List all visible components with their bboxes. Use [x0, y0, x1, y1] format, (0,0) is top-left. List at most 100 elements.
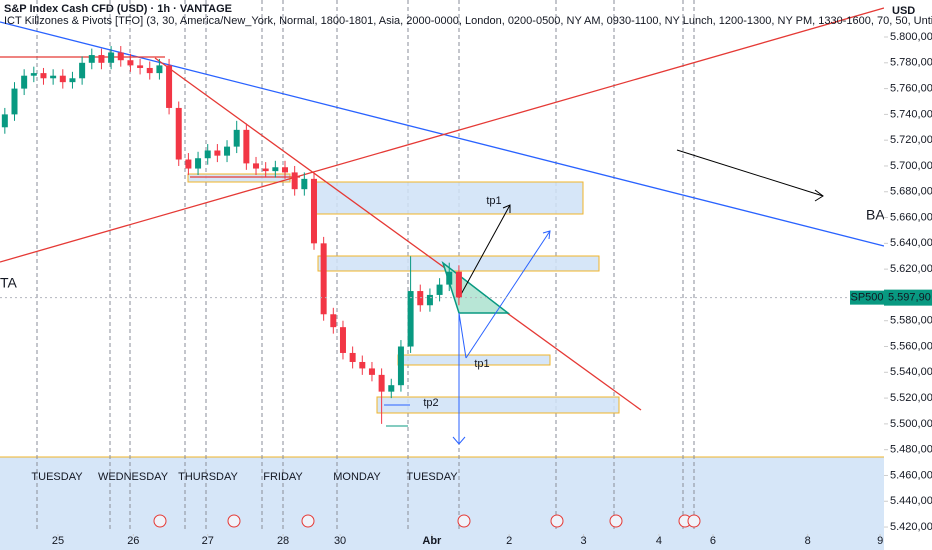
annotation: tp1 [486, 195, 501, 207]
candle-body [88, 55, 95, 63]
candle-body [204, 150, 211, 159]
x-tick-label: 9 [877, 535, 883, 547]
price-axis-bg [884, 0, 932, 550]
y-tick-label: 5.620,00 [890, 263, 932, 275]
candle-body [339, 327, 346, 353]
x-tick-label: 6 [710, 535, 716, 547]
candle-body [446, 271, 453, 285]
zones [187, 173, 620, 414]
x-tick-label: Abr [422, 535, 442, 547]
x-tick-label: 26 [127, 535, 139, 547]
y-tick-label: 5.560,00 [890, 340, 932, 352]
session-lines [36, 0, 695, 530]
candle-body [108, 52, 115, 63]
candle-body [156, 65, 163, 74]
indicator-legend: ICT Killzones & Pivots [TFO] (3, 30, Ame… [4, 15, 932, 27]
last-price-tag [884, 289, 932, 306]
currency: USD [892, 5, 915, 17]
candle-body [79, 62, 86, 79]
y-tick-label: 5.660,00 [890, 211, 932, 223]
candle-body [98, 55, 105, 63]
candle-body [455, 271, 462, 298]
symbol-label: SP500 [850, 292, 883, 304]
candle-body [50, 75, 57, 79]
candle-body [282, 167, 289, 173]
y-tick-label: 5.800,00 [890, 31, 932, 43]
x-tick-label: 4 [656, 535, 662, 547]
y-tick-label: 5.440,00 [890, 495, 932, 507]
candles [1, 46, 462, 424]
candle-body [301, 178, 308, 190]
candle-body [291, 172, 298, 190]
candle-body [11, 88, 18, 115]
annotation: BA [866, 207, 885, 223]
symbol-tag [850, 290, 884, 305]
y-tick-label: 5.640,00 [890, 237, 932, 249]
day-label: THURSDAY [178, 471, 238, 483]
candle-body [59, 75, 66, 83]
event-flags [153, 514, 701, 528]
day-label: MONDAY [333, 471, 381, 483]
candle-body [407, 291, 414, 347]
candle-body [40, 73, 47, 79]
x-tick-label: 8 [805, 535, 811, 547]
chart-title: S&P Index Cash CFD (USD) · 1h · VANTAGE [4, 3, 232, 15]
candle-body [426, 294, 433, 306]
session-band [0, 457, 884, 550]
candle-body [69, 78, 76, 83]
y-tick-label: 5.520,00 [890, 392, 932, 404]
candle-body [30, 73, 37, 76]
last-price-label: 5.597,90 [888, 292, 931, 304]
candle-body [233, 129, 240, 147]
candle-body [330, 314, 337, 328]
candle-body [243, 129, 250, 164]
candle-body [166, 65, 173, 108]
candle-body [1, 114, 8, 128]
y-tick-label: 5.680,00 [890, 186, 932, 198]
day-label: TUESDAY [406, 471, 458, 483]
trendlines [0, 7, 885, 445]
day-label: FRIDAY [263, 471, 303, 483]
x-tick-label: 28 [277, 535, 289, 547]
candle-body [185, 159, 192, 169]
annotation: tp1 [474, 358, 489, 370]
candle-body [253, 163, 260, 169]
y-tick-label: 5.480,00 [890, 444, 932, 456]
candle-body [359, 361, 366, 369]
candle-body [310, 178, 317, 244]
y-tick-label: 5.720,00 [890, 134, 932, 146]
y-tick-label: 5.760,00 [890, 82, 932, 94]
candle-body [175, 107, 182, 160]
candle-body [397, 346, 404, 386]
day-label: WEDNESDAY [98, 471, 169, 483]
candle-body [388, 385, 395, 392]
y-tick-label: 5.580,00 [890, 315, 932, 327]
y-tick-label: 5.500,00 [890, 418, 932, 430]
y-tick-label: 5.740,00 [890, 108, 932, 120]
candle-body [349, 352, 356, 362]
y-tick-label: 5.460,00 [890, 469, 932, 481]
candle-body [272, 167, 279, 172]
annotation: tp2 [423, 397, 438, 409]
candle-body [378, 374, 385, 392]
candle-body [436, 284, 443, 295]
y-tick-label: 5.780,00 [890, 57, 932, 69]
candle-body [146, 67, 153, 74]
x-tick-label: 3 [580, 535, 586, 547]
candle-body [137, 65, 144, 68]
x-tick-label: 25 [52, 535, 64, 547]
candle-body [117, 52, 124, 61]
candle-body [368, 368, 375, 375]
day-label: TUESDAY [31, 471, 83, 483]
y-tick-label: 5.420,00 [890, 521, 932, 533]
x-tick-label: 30 [334, 535, 346, 547]
y-tick-label: 5.540,00 [890, 366, 932, 378]
candle-body [320, 243, 327, 315]
x-tick-label: 27 [202, 535, 214, 547]
candle-body [127, 60, 134, 66]
candle-body [224, 146, 231, 156]
candle-body [417, 291, 424, 306]
y-tick-label: 5.700,00 [890, 160, 932, 172]
x-tick-label: 2 [506, 535, 512, 547]
